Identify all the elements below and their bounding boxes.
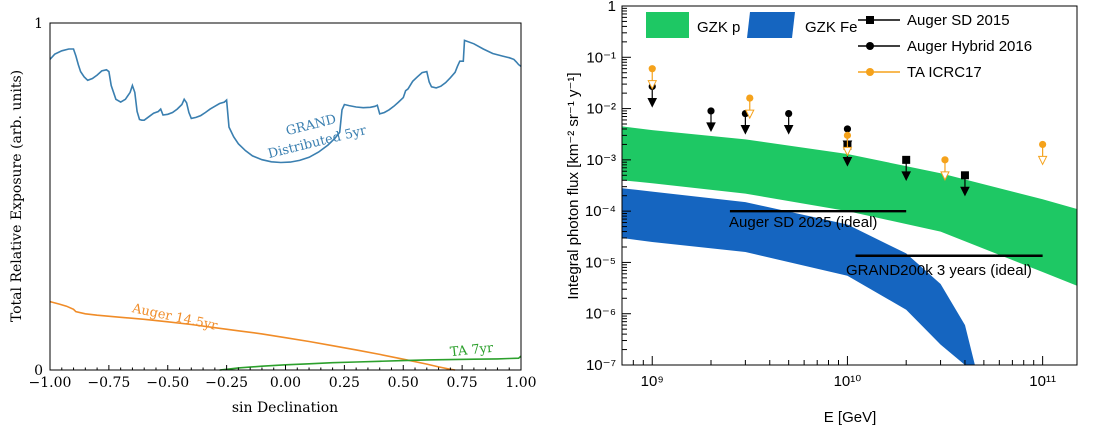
legend-auger-hybrid-label: Auger Hybrid 2016 (907, 38, 1032, 55)
upper-limit-arrowhead (706, 122, 716, 133)
right-x-tick-label: 10⁹ (641, 373, 664, 390)
grand200k-label: GRAND200k 3 years (ideal) (846, 262, 1032, 279)
gzk-band-1 (622, 188, 975, 365)
upper-limit-arrowhead (647, 80, 658, 90)
left-chart: −1.00 −0.75 −0.50 −0.25 0.00 0.25 0.50 0.75 1.00… (9, 16, 537, 416)
flux-point-circle (785, 109, 793, 118)
left-x-tick-label: −0.25 (205, 375, 248, 391)
flux-point-circle (843, 125, 852, 133)
right-y-tick-label: 10⁻⁵ (585, 254, 616, 271)
right-x-tick-label: 10¹¹ (1029, 373, 1056, 390)
left-x-tick-label: 0.75 (447, 375, 478, 391)
upper-limit-arrowhead (740, 125, 751, 135)
flux-point-circle (648, 65, 656, 73)
left-x-tick-label: 1.00 (505, 375, 536, 391)
left-y-tick-label: 0 (34, 363, 43, 379)
flux-point-circle (746, 94, 754, 102)
right-x-tick-label: 10¹⁰ (834, 373, 862, 390)
right-y-tick-label: 10⁻⁶ (585, 306, 616, 323)
upper-limit-arrowhead (647, 97, 658, 108)
right-plot-frame (621, 5, 1078, 366)
flux-point-circle (1039, 140, 1047, 149)
legend: GZK p GZK Fe Auger SD 2015 Auger Hybrid … (646, 12, 1032, 81)
left-series-line-2 (219, 355, 522, 371)
upper-limit-arrowhead (940, 171, 950, 181)
auger-sd-2025-label: Auger SD 2025 (ideal) (729, 214, 877, 231)
ta-series-label: TA 7yr (449, 341, 494, 361)
right-y-tick-label: 10⁻⁴ (585, 203, 616, 220)
upper-limit-arrowhead (783, 125, 794, 135)
upper-limit-arrowhead (960, 186, 970, 197)
legend-ta-icrc-label: TA ICRC17 (907, 64, 982, 81)
upper-limit-arrowhead (842, 157, 853, 167)
right-y-tick-label: 10⁻⁷ (586, 357, 616, 374)
left-x-tick-label: −1.00 (29, 375, 72, 391)
left-y-axis-label: Total Relative Exposure (arb. units) (9, 70, 25, 322)
legend-auger-sd-marker (866, 16, 874, 24)
right-y-tick-label: 1 (608, 0, 616, 15)
flux-limit-points (647, 65, 1048, 197)
left-series-line-1 (49, 300, 456, 371)
left-axis-ticks: −1.00 −0.75 −0.50 −0.25 0.00 0.25 0.50 0.75 1.00… (29, 16, 537, 391)
right-axis-ticks: 10⁹ 10¹⁰ 10¹¹ 1 10⁻¹ 10⁻² 10⁻³ 10⁻⁴ 10⁻⁵ 10⁻⁶ 10⁻⁷ (585, 0, 1056, 390)
left-curves (49, 39, 522, 371)
right-x-axis-label: E [GeV] (824, 409, 877, 426)
left-x-tick-label: −0.50 (146, 375, 189, 391)
legend-gzk-fe-swatch (747, 12, 795, 38)
upper-limit-arrowhead (744, 109, 755, 120)
right-y-axis-label: Integral photon flux [km⁻² sr⁻¹ y⁻¹] (565, 72, 582, 299)
left-x-axis-label: sin Declination (232, 400, 338, 416)
flux-point-circle (707, 107, 715, 115)
left-x-tick-label: −0.75 (87, 375, 130, 391)
left-y-tick-label: 1 (34, 16, 43, 32)
legend-auger-hybrid-marker (866, 42, 874, 50)
upper-limit-arrowhead (901, 171, 912, 181)
sensitivity-lines (729, 209, 1043, 257)
legend-gzk-p-swatch (646, 12, 689, 38)
flux-point-circle (843, 131, 852, 139)
legend-gzk-p-label: GZK p (697, 19, 740, 36)
gzk-band-0 (622, 126, 1077, 286)
flux-point-square (902, 155, 911, 164)
right-y-tick-label: 10⁻¹ (586, 49, 616, 66)
left-x-tick-label: 0.50 (388, 375, 419, 391)
gzk-bands (622, 126, 1077, 365)
left-series-line-0 (49, 39, 522, 164)
right-y-tick-label: 10⁻³ (586, 152, 616, 169)
right-y-tick-label: 10⁻² (586, 101, 616, 118)
left-x-tick-label: 0.25 (329, 375, 360, 391)
legend-ta-icrc-marker (866, 68, 874, 76)
left-x-tick-label: 0.00 (270, 375, 301, 391)
legend-gzk-fe-label: GZK Fe (805, 19, 858, 36)
upper-limit-arrowhead (842, 146, 853, 157)
upper-limit-arrowhead (1037, 155, 1048, 166)
right-chart: 10⁹ 10¹⁰ 10¹¹ 1 10⁻¹ 10⁻² 10⁻³ 10⁻⁴ 10⁻⁵ 10⁻⁶ 10⁻⁷… (565, 0, 1078, 426)
flux-point-circle (941, 156, 949, 164)
auger-series-label: Auger 14.5yr (130, 301, 220, 334)
legend-auger-sd-label: Auger SD 2015 (907, 12, 1010, 29)
flux-point-square (960, 171, 969, 180)
